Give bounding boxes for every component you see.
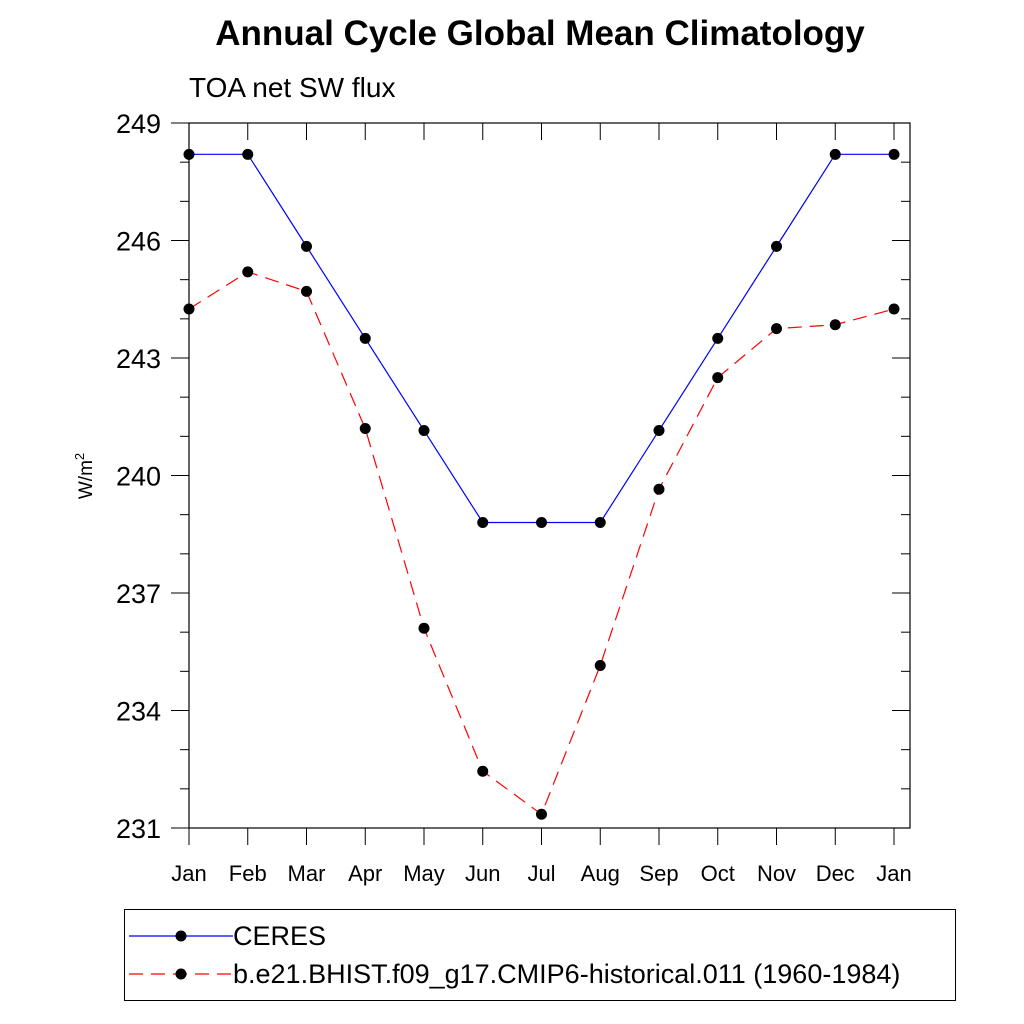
data-point-series-0 (418, 424, 430, 436)
x-tick-label: Jan (876, 861, 911, 886)
x-tick-label: Oct (701, 861, 735, 886)
data-point-series-0 (712, 332, 724, 344)
data-point-series-0 (301, 240, 312, 252)
x-tick-label: Jan (171, 861, 206, 886)
data-point-series-1 (242, 266, 254, 278)
data-point-series-1 (888, 303, 900, 315)
x-tick-label: Feb (229, 861, 267, 886)
data-point-series-1 (477, 765, 489, 777)
y-axis-label: W/m2 (72, 453, 97, 499)
data-point-series-0 (888, 148, 900, 160)
x-tick-label: Sep (639, 861, 678, 886)
data-point-series-1 (829, 319, 841, 331)
y-tick-label: 246 (116, 227, 161, 257)
x-tick-label: Apr (348, 861, 382, 886)
x-tick-label: Mar (288, 861, 326, 886)
legend-label-model: b.e21.BHIST.f09_g17.CMIP6-historical.011… (233, 959, 901, 989)
chart-title: Annual Cycle Global Mean Climatology (215, 14, 865, 53)
x-tick-label: Dec (816, 861, 855, 886)
data-point-series-1 (771, 323, 782, 335)
legend: CERES b.e21.BHIST.f09_g17.CMIP6-historic… (124, 909, 956, 1001)
data-point-series-1 (418, 622, 430, 634)
x-tick-label: May (403, 861, 445, 886)
x-tick-label: Jun (465, 861, 500, 886)
plot-frame (188, 122, 911, 829)
y-tick-label: 249 (116, 109, 161, 139)
data-point-series-0 (829, 148, 841, 160)
y-tick-label: 243 (116, 344, 161, 374)
x-tick-label: Jul (527, 861, 555, 886)
y-tick-label: 240 (116, 462, 161, 492)
y-tick-label: 234 (116, 697, 161, 727)
data-point-series-1 (653, 483, 665, 495)
data-point-series-0 (183, 148, 195, 160)
series-line-1 (188, 271, 895, 816)
line-chart: 231 234 237 240 243 246 249 Jan Feb Mar Apr May Jun J… (72, 109, 912, 886)
data-point-series-0 (771, 240, 782, 252)
legend-item-ceres: CERES (125, 918, 955, 954)
data-point-series-0 (242, 148, 254, 160)
data-point-series-1 (712, 372, 724, 384)
y-tick-label: 231 (116, 814, 161, 844)
data-point-series-0 (359, 332, 371, 344)
x-tick-label: Aug (581, 861, 620, 886)
data-point-series-0 (536, 517, 547, 528)
legend-item-model: b.e21.BHIST.f09_g17.CMIP6-historical.011… (125, 956, 955, 992)
chart-subtitle: TOA net SW flux (189, 72, 396, 103)
data-point-series-1 (594, 659, 606, 671)
data-point-series-0 (477, 517, 489, 528)
series-line-0 (189, 153, 894, 524)
data-point-series-0 (653, 424, 665, 436)
data-point-series-1 (183, 303, 195, 315)
y-tick-label: 237 (116, 579, 161, 609)
legend-swatch-model (129, 968, 233, 980)
data-point-series-0 (594, 517, 606, 528)
data-point-series-1 (536, 808, 547, 820)
legend-label-ceres: CERES (233, 921, 327, 951)
data-point-series-1 (359, 423, 371, 434)
legend-swatch-ceres (129, 930, 233, 942)
data-point-series-1 (301, 285, 312, 297)
x-tick-label: Nov (757, 861, 796, 886)
